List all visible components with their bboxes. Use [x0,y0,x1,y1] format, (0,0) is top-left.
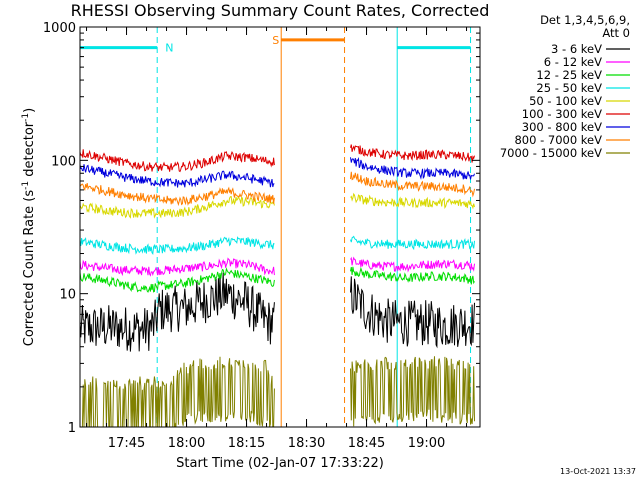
x-axis-label: Start Time (02-Jan-07 17:33:22) [176,456,384,471]
legend-label-0: 3 - 6 keV [551,42,602,56]
plot-frame [79,26,481,428]
series-line-6-seg-1 [350,156,475,180]
y-tick-label-1: 10 [59,288,76,303]
x-tick-label-2: 18:15 [228,436,265,451]
legend-label-7: 800 - 7000 keV [514,133,602,147]
series-line-5-seg-0 [79,149,275,173]
series-line-3-seg-0 [79,236,275,255]
series-line-3-seg-1 [350,235,475,251]
series-line-7-seg-1 [350,171,475,198]
legend-label-8: 7000 - 15000 keV [500,146,602,160]
x-tick-label-5: 19:00 [408,436,445,451]
series-line-7-seg-0 [79,183,275,207]
legend-label-2: 12 - 25 keV [536,68,602,82]
legend-label-5: 100 - 300 keV [522,107,602,121]
series-line-2-seg-1 [350,266,475,285]
flag-saa-label: S [272,34,279,47]
legend-label-6: 300 - 800 keV [522,120,602,134]
chart-title: RHESSI Observing Summary Count Rates, Co… [71,1,490,20]
series-line-4-seg-0 [79,195,275,219]
x-tick-label-0: 17:45 [108,436,145,451]
series-line-6-seg-0 [79,164,275,188]
x-axis: 17:45 18:00 18:15 18:30 18:45 19:00 [86,27,468,451]
y-axis-label: Corrected Count Rate (s-1 detector-1) [21,108,37,346]
x-tick-label-3: 18:30 [288,436,325,451]
series-line-8-seg-1 [350,356,475,427]
series-line-1-seg-0 [79,257,275,277]
series-line-2-seg-0 [79,267,275,293]
series-line-8-seg-0 [80,356,275,428]
legend-label-1: 6 - 12 keV [544,55,602,69]
y-tick-label-0: 1 [68,421,76,436]
timestamp: 13-Oct-2021 13:37 [560,467,636,476]
legend-header-line2: Att 0 [602,26,630,40]
series-line-5-seg-1 [350,144,475,163]
series-line-0-seg-0 [79,272,275,352]
y-axis-label-sup1: -1 [21,181,31,190]
series-line-0-seg-1 [350,276,475,349]
y-axis-label-mid: detector [22,121,37,181]
y-tick-label-3: 1000 [43,21,76,36]
y-axis-label-sup2: -1 [21,113,31,122]
series-line-1-seg-1 [350,256,475,273]
x-tick-label-1: 18:00 [168,436,205,451]
legend-label-4: 50 - 100 keV [529,94,602,108]
legend-header-line1: Det 1,3,4,5,6,9, [540,13,630,27]
flag-night-label: N [165,42,173,55]
series-layer [79,144,475,428]
y-axis-label-main: Corrected Count Rate (s [22,190,37,347]
series-line-4-seg-1 [350,192,475,210]
x-tick-label-4: 18:45 [348,436,385,451]
y-tick-label-2: 100 [51,154,76,169]
y-axis: 1 10 100 1000 [43,21,480,436]
legend-label-3: 25 - 50 keV [536,81,602,95]
y-axis-label-end: ) [22,108,37,113]
